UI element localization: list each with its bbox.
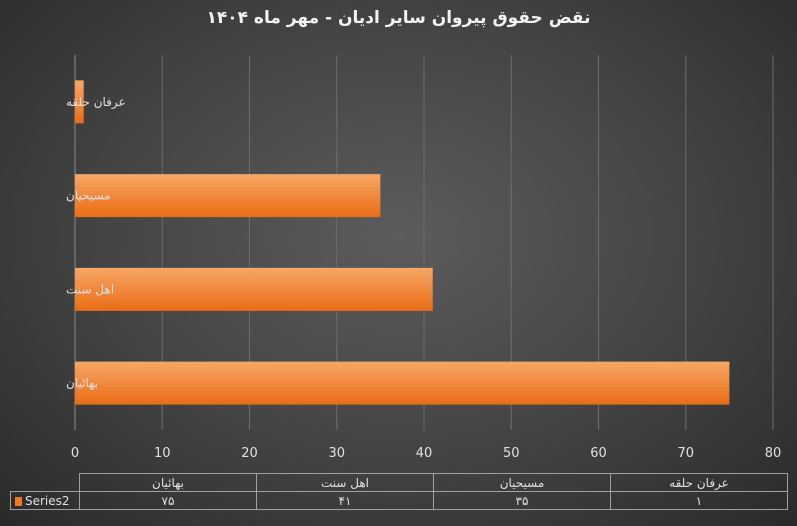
legend-label: Series2	[25, 493, 70, 508]
table-cell: ۷۵	[79, 491, 257, 510]
table-header: عرفان حلقه	[610, 473, 788, 492]
y-tick-label: مسیحیان	[66, 189, 111, 203]
bar	[75, 267, 433, 311]
x-tick-label: 30	[328, 446, 345, 461]
x-tick-label: 50	[503, 446, 520, 461]
y-tick-label: عرفان حلقه	[66, 95, 126, 110]
bar	[75, 80, 84, 124]
bar	[75, 174, 381, 218]
x-tick-label: 80	[765, 446, 782, 461]
table-cell: ۴۱	[256, 491, 434, 510]
x-tick-label: 60	[590, 446, 607, 461]
bar	[75, 361, 730, 405]
x-tick-label: 70	[677, 446, 694, 461]
legend-entry: Series2	[10, 491, 80, 510]
table-header: بهائیان	[79, 473, 257, 492]
bar-chart: عرفان حلقه مسیحیان اهل سنت بهائیان 0 10 20 30 40…	[66, 55, 782, 461]
table-header: مسیحیان	[433, 473, 611, 492]
x-tick-label: 20	[241, 446, 258, 461]
x-tick-label: 10	[154, 446, 171, 461]
table-cell: ۳۵	[433, 491, 611, 510]
y-tick-label: اهل سنت	[66, 282, 114, 296]
data-table: بهائیان اهل سنت مسیحیان عرفان حلقه Series2 ۷…	[10, 473, 788, 510]
x-tick-label: 40	[416, 446, 433, 461]
legend-swatch	[15, 496, 22, 506]
table-header: اهل سنت	[256, 473, 434, 492]
table-cell: ۱	[610, 491, 788, 510]
y-tick-label: بهائیان	[66, 376, 98, 390]
x-tick-label: 0	[71, 446, 79, 461]
chart-title: نقض حقوق پیروان سایر ادیان - مهر ماه ۱۴۰…	[206, 8, 591, 28]
